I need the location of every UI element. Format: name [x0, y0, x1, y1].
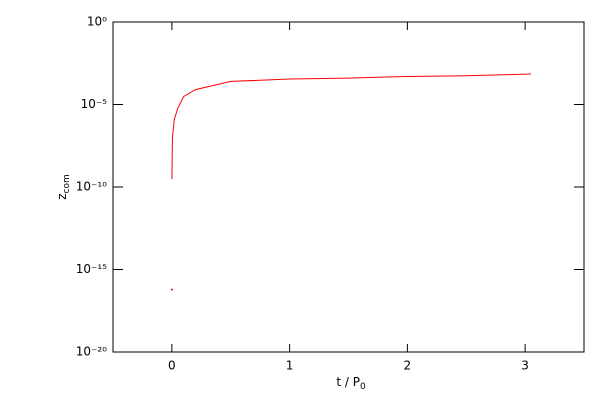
x-label-text: t / P [336, 375, 360, 389]
data-point [170, 288, 173, 291]
y-axis-label: zcom [55, 174, 72, 200]
y-tick-label: 10⁻⁵ [81, 97, 108, 111]
x-label-sub: 0 [360, 382, 366, 392]
x-tick-label: 0 [168, 359, 176, 373]
y-tick-label: 10⁻¹⁵ [76, 262, 107, 276]
x-axis-label: t / P0 [336, 375, 366, 392]
y-tick-label: 10⁻²⁰ [76, 345, 107, 359]
data-line [171, 73, 532, 180]
y-label-sub: com [62, 174, 72, 193]
x-tick-label: 3 [521, 359, 529, 373]
x-tick-label: 2 [404, 359, 412, 373]
plot-frame [112, 21, 585, 353]
y-tick-label: 10⁰ [87, 15, 107, 29]
x-tick-label: 1 [286, 359, 294, 373]
y-tick-label: 10⁻¹⁰ [76, 180, 107, 194]
y-label-text: z [55, 193, 69, 199]
